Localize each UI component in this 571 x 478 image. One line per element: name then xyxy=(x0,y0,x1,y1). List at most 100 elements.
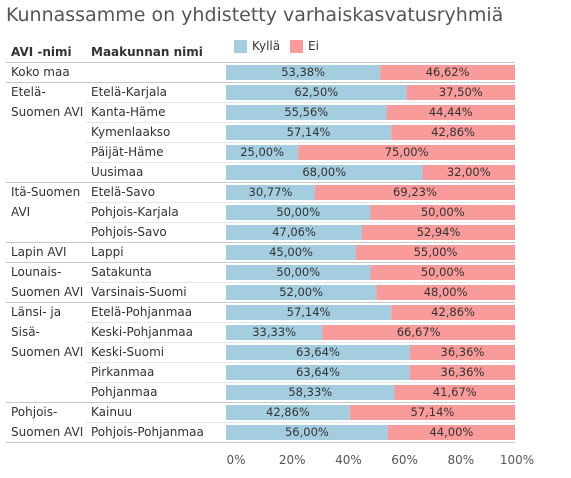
region-label: Pohjanmaa xyxy=(91,385,157,399)
bar-ei xyxy=(387,425,515,440)
region-label: Pohjois-Savo xyxy=(91,225,167,239)
value-label-kylla: 62,50% xyxy=(294,85,338,99)
avi-label: Sisä- xyxy=(11,325,40,339)
value-label-ei: 44,44% xyxy=(429,105,473,119)
region-label: Kainuu xyxy=(91,405,132,419)
bar-ei xyxy=(394,385,515,400)
chart-title: Kunnassamme on yhdistetty varhaiskasvatu… xyxy=(6,4,504,26)
avi-column-header: AVI -nimi xyxy=(11,45,72,59)
value-label-ei: 36,36% xyxy=(441,345,485,359)
avi-label: Länsi- ja xyxy=(11,305,61,319)
avi-label: Suomen AVI xyxy=(11,425,83,439)
bar-kylla xyxy=(226,205,371,220)
bar-kylla xyxy=(226,305,392,320)
avi-label: Etelä- xyxy=(11,85,46,99)
bar-ei xyxy=(380,65,515,80)
x-tick-label: 40% xyxy=(335,453,362,467)
value-label-kylla: 68,00% xyxy=(302,165,346,179)
x-tick-label: 20% xyxy=(279,453,306,467)
value-label-kylla: 33,33% xyxy=(252,325,296,339)
legend-swatch-kylla xyxy=(234,40,247,53)
avi-label: Pohjois- xyxy=(11,405,57,419)
bar-ei xyxy=(370,265,515,280)
value-label-kylla: 63,64% xyxy=(296,365,340,379)
value-label-kylla: 42,86% xyxy=(266,405,310,419)
bar-ei xyxy=(386,105,515,120)
bar-ei xyxy=(406,85,515,100)
bar-kylla xyxy=(226,125,392,140)
value-label-ei: 44,00% xyxy=(429,425,473,439)
bar-kylla xyxy=(226,105,387,120)
legend-label-ei: Ei xyxy=(308,39,319,53)
region-label: Varsinais-Suomi xyxy=(91,285,187,299)
avi-label: AVI xyxy=(11,205,30,219)
bar-kylla xyxy=(226,245,357,260)
bar-ei xyxy=(298,145,515,160)
value-label-kylla: 53,38% xyxy=(281,65,325,79)
bar-kylla xyxy=(226,265,371,280)
region-label: Pirkanmaa xyxy=(91,365,154,379)
value-label-kylla: 55,56% xyxy=(284,105,328,119)
value-label-ei: 55,00% xyxy=(414,245,458,259)
value-label-ei: 41,67% xyxy=(433,385,477,399)
value-label-ei: 66,67% xyxy=(397,325,441,339)
value-label-kylla: 50,00% xyxy=(276,265,320,279)
value-label-kylla: 45,00% xyxy=(269,245,313,259)
region-label: Päijät-Häme xyxy=(91,145,164,159)
value-label-ei: 42,86% xyxy=(431,305,475,319)
region-label: Lappi xyxy=(91,245,124,259)
region-label: Satakunta xyxy=(91,265,152,279)
bar-ei xyxy=(349,405,515,420)
region-label: Etelä-Savo xyxy=(91,185,155,199)
region-label: Keski-Suomi xyxy=(91,345,164,359)
avi-label: Lounais- xyxy=(11,265,61,279)
bar-ei xyxy=(391,125,515,140)
bar-ei xyxy=(376,285,515,300)
value-label-ei: 52,94% xyxy=(417,225,461,239)
bar-ei xyxy=(391,305,515,320)
value-label-ei: 69,23% xyxy=(393,185,437,199)
bar-kylla xyxy=(226,425,388,440)
avi-label: Suomen AVI xyxy=(11,285,83,299)
value-label-ei: 36,36% xyxy=(441,365,485,379)
value-label-kylla: 58,33% xyxy=(288,385,332,399)
region-label: Pohjois-Pohjanmaa xyxy=(91,425,204,439)
bar-kylla xyxy=(226,185,315,200)
region-label: Pohjois-Karjala xyxy=(91,205,179,219)
region-label: Kymenlaakso xyxy=(91,125,170,139)
bar-ei xyxy=(370,205,515,220)
region-column-header: Maakunnan nimi xyxy=(91,45,203,59)
bar-kylla xyxy=(226,85,407,100)
value-label-kylla: 47,06% xyxy=(272,225,316,239)
value-label-kylla: 56,00% xyxy=(285,425,329,439)
region-label: Keski-Pohjanmaa xyxy=(91,325,193,339)
value-label-kylla: 52,00% xyxy=(279,285,323,299)
bar-ei xyxy=(314,185,515,200)
value-label-kylla: 57,14% xyxy=(287,125,331,139)
bar-kylla xyxy=(226,325,323,340)
region-label: Etelä-Pohjanmaa xyxy=(91,305,192,319)
bar-kylla xyxy=(226,365,410,380)
x-tick-label: 60% xyxy=(391,453,418,467)
bar-kylla xyxy=(226,145,299,160)
bar-ei xyxy=(322,325,515,340)
bar-ei xyxy=(422,165,515,180)
bar-ei xyxy=(356,245,515,260)
bar-kylla xyxy=(226,65,381,80)
value-label-kylla: 30,77% xyxy=(249,185,293,199)
bar-ei xyxy=(362,225,515,240)
value-label-ei: 50,00% xyxy=(421,205,465,219)
value-label-kylla: 63,64% xyxy=(296,345,340,359)
x-tick-label: 100% xyxy=(500,453,534,467)
x-tick-label: 0% xyxy=(226,453,245,467)
value-label-ei: 46,62% xyxy=(426,65,470,79)
value-label-kylla: 25,00% xyxy=(240,145,284,159)
bar-kylla xyxy=(226,225,363,240)
value-label-ei: 50,00% xyxy=(421,265,465,279)
value-label-ei: 57,14% xyxy=(411,405,455,419)
region-label: Kanta-Häme xyxy=(91,105,165,119)
bar-ei xyxy=(409,345,515,360)
region-label: Uusimaa xyxy=(91,165,143,179)
bar-kylla xyxy=(226,385,395,400)
